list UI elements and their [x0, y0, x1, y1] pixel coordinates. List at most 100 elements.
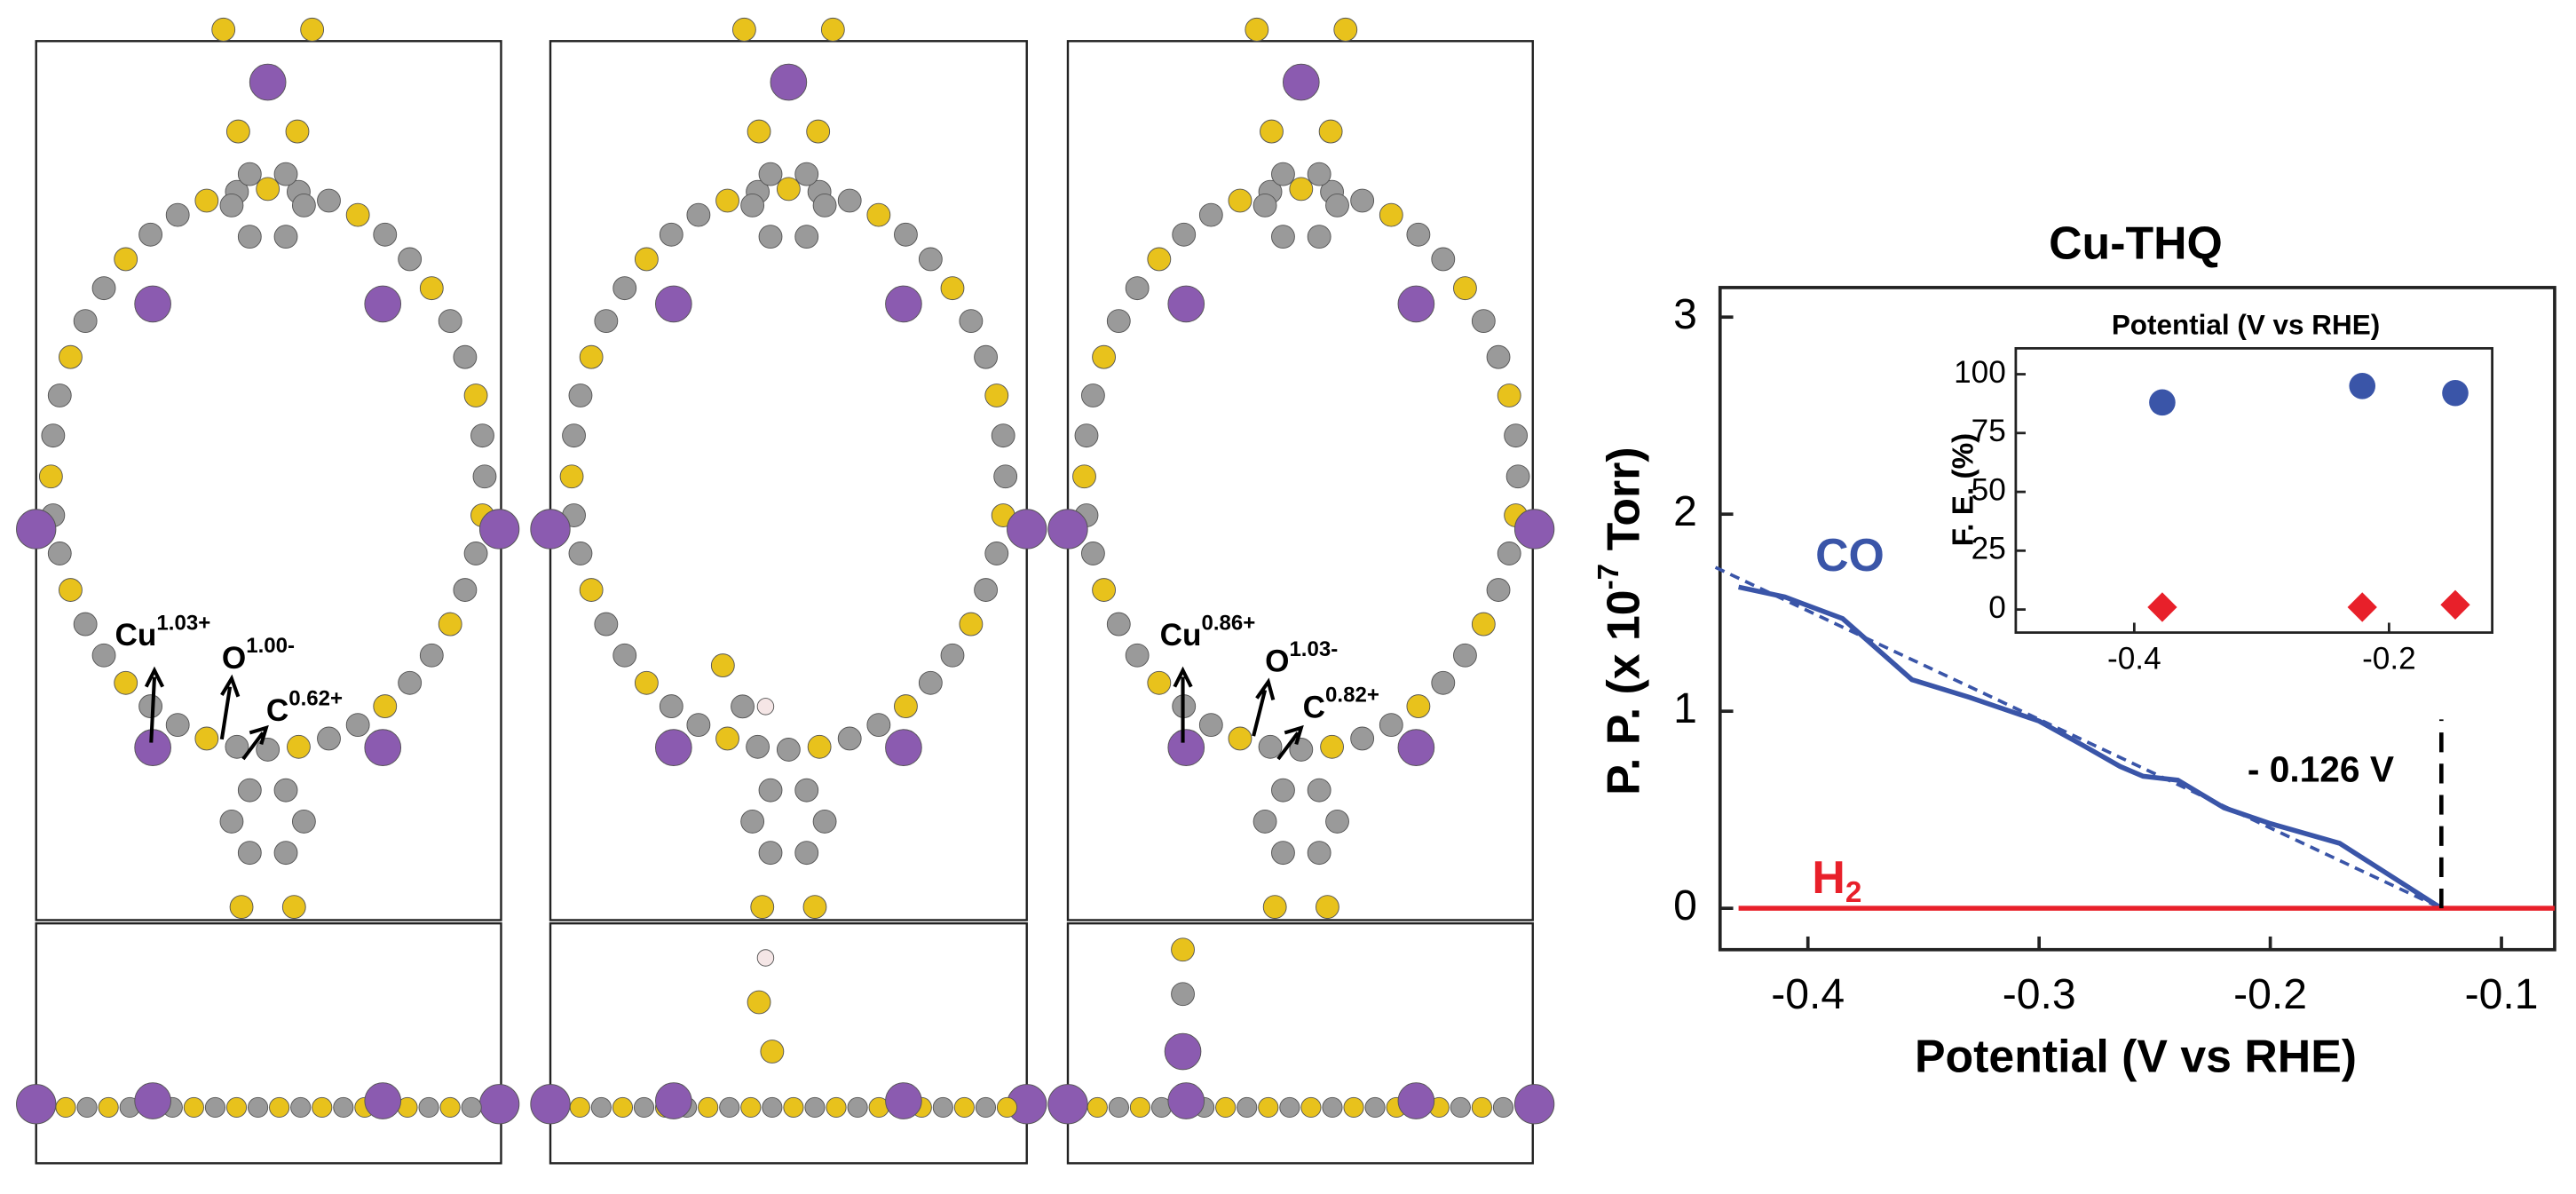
arrows: [144, 666, 1304, 761]
atom: [98, 1096, 119, 1119]
atom: [758, 778, 783, 803]
atom: [312, 1096, 333, 1119]
charge: 0.62+: [288, 687, 343, 711]
atom: [559, 464, 584, 489]
atom: [918, 670, 943, 695]
cell-box: [35, 921, 502, 1165]
atom: [114, 670, 138, 695]
atom: [291, 193, 316, 217]
atom: [659, 694, 684, 719]
charge: 1.03-: [1289, 637, 1338, 661]
series-label: CO: [1815, 529, 1885, 581]
atom: [273, 162, 298, 186]
atom: [1237, 1096, 1258, 1119]
atom: [1080, 384, 1105, 407]
atom: [55, 1096, 76, 1119]
atom: [770, 63, 808, 101]
x-tick-label: -0.2: [2233, 970, 2307, 1018]
atom: [1108, 1096, 1129, 1119]
atom: [364, 1082, 402, 1119]
atom: [756, 949, 775, 967]
atom: [847, 1096, 868, 1119]
atom: [756, 698, 775, 716]
inset-point: [2149, 389, 2176, 416]
atom: [138, 222, 163, 247]
atom: [281, 895, 306, 920]
atom: [73, 612, 98, 637]
atom: [807, 734, 832, 759]
atom: [590, 1096, 612, 1119]
atom: [1171, 937, 1195, 962]
atom: [194, 726, 219, 751]
atom: [1047, 1084, 1088, 1125]
atom: [364, 729, 402, 766]
atom: [1397, 1082, 1435, 1119]
inset-y-tick-label: 25: [1972, 532, 2006, 566]
atom: [1147, 247, 1172, 272]
charge-labels: Cu1.03+ O1.00- C0.62+ Cu0.86+ O1.03- C0.…: [115, 612, 1379, 761]
x-axis-label: Potential (V vs RHE): [1915, 1030, 2357, 1081]
atom: [686, 202, 711, 227]
atom: [1198, 202, 1223, 227]
atom: [38, 464, 63, 489]
atom: [273, 778, 298, 803]
atom: [1289, 177, 1314, 202]
inset-x-tick-label: -0.4: [2107, 641, 2161, 676]
atom: [1505, 464, 1530, 489]
atom: [138, 694, 163, 719]
inset-y-tick-label: 75: [1972, 414, 2006, 448]
atom: [1106, 612, 1131, 637]
atom: [760, 1040, 785, 1064]
atom: [73, 309, 98, 334]
atom: [1350, 726, 1375, 751]
x-tick-label: -0.3: [2003, 970, 2076, 1018]
atom: [461, 1096, 482, 1119]
atom: [794, 225, 819, 249]
inset-frame: [2014, 346, 2493, 634]
atom: [225, 119, 250, 144]
atom: [731, 17, 756, 42]
atom: [1406, 694, 1431, 719]
atom: [750, 895, 775, 920]
atom: [1325, 193, 1349, 217]
atom: [1379, 713, 1403, 738]
cell-box: [549, 40, 1028, 921]
inset-point: [2349, 372, 2376, 399]
atom: [1492, 1096, 1514, 1119]
atom: [715, 726, 739, 751]
atom: [1486, 578, 1511, 602]
atom: [419, 276, 444, 301]
inset-point: [2442, 379, 2469, 407]
atom: [453, 344, 478, 369]
atom: [165, 713, 190, 738]
atom: [114, 247, 138, 272]
atom: [134, 1082, 171, 1119]
atom: [438, 612, 462, 637]
atom: [1406, 222, 1431, 247]
atom: [463, 542, 488, 565]
cell-box: [35, 40, 502, 921]
atom: [594, 309, 619, 334]
atom: [59, 578, 83, 602]
atom: [273, 841, 298, 866]
atom: [758, 225, 783, 249]
atom: [747, 990, 771, 1015]
atom: [1397, 729, 1435, 766]
atom: [291, 809, 316, 834]
atom: [249, 63, 287, 101]
atom: [612, 643, 637, 668]
atom: [1320, 734, 1344, 759]
atom: [794, 778, 819, 803]
atom: [1307, 162, 1331, 186]
element: O: [1265, 644, 1289, 679]
atom: [1282, 63, 1320, 101]
atom: [1106, 309, 1131, 334]
atom: [1252, 809, 1277, 834]
atom: [991, 423, 1015, 448]
atom: [1228, 188, 1252, 213]
atom: [1252, 193, 1277, 217]
cell-box: [1066, 921, 1534, 1165]
atom: [1471, 612, 1496, 637]
atom: [1258, 734, 1283, 759]
